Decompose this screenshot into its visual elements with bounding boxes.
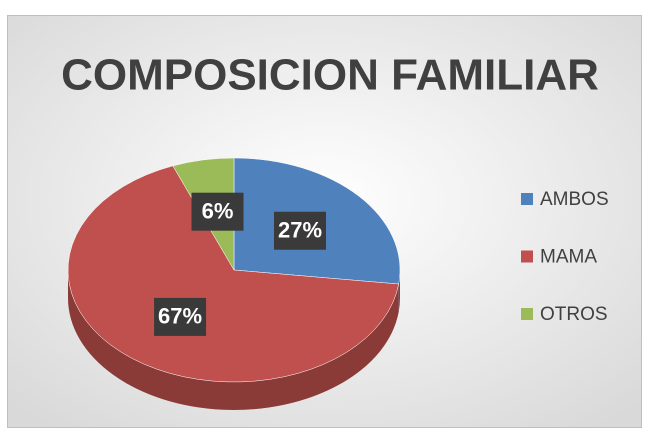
pie-side — [398, 270, 400, 313]
pie-side — [68, 270, 399, 411]
data-label: 27% — [278, 218, 322, 243]
data-label: 67% — [158, 304, 202, 329]
legend-swatch — [521, 193, 533, 205]
legend-label: AMBOS — [540, 189, 609, 210]
data-label-box — [154, 297, 207, 336]
pie-slice — [67, 165, 399, 383]
chart-title: COMPOSICION FAMILIAR — [61, 51, 599, 100]
legend-label: OTROS — [540, 304, 608, 325]
legend-swatch — [521, 308, 533, 320]
data-label-box — [273, 211, 326, 250]
legend-swatch — [521, 250, 533, 263]
data-label: 6% — [202, 199, 234, 224]
legend-label: MAMA — [540, 247, 597, 268]
data-label-box — [191, 192, 244, 231]
